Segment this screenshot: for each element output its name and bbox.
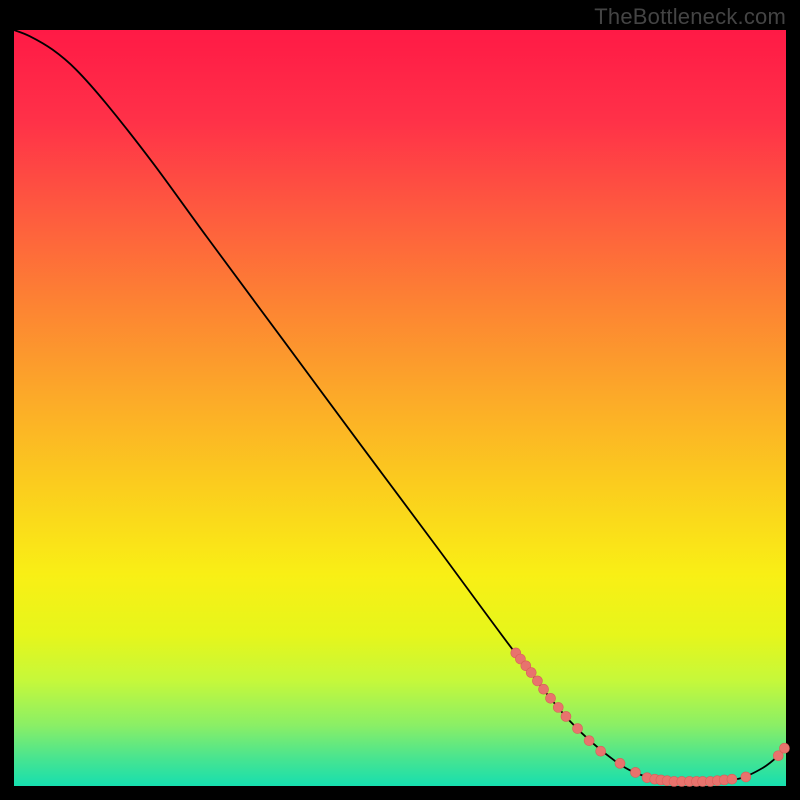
data-marker [630,767,640,777]
chart-stage: TheBottleneck.com [0,0,800,800]
data-marker [539,684,549,694]
bottleneck-chart [0,0,800,800]
data-marker [526,668,536,678]
watermark-text: TheBottleneck.com [594,4,786,30]
data-marker [532,676,542,686]
data-marker [546,693,556,703]
plot-background [14,30,786,786]
data-marker [741,772,751,782]
data-marker [727,774,737,784]
data-marker [561,711,571,721]
data-marker [553,702,563,712]
data-marker [596,746,606,756]
data-marker [615,758,625,768]
data-marker [584,736,594,746]
data-marker [779,743,789,753]
data-marker [573,724,583,734]
